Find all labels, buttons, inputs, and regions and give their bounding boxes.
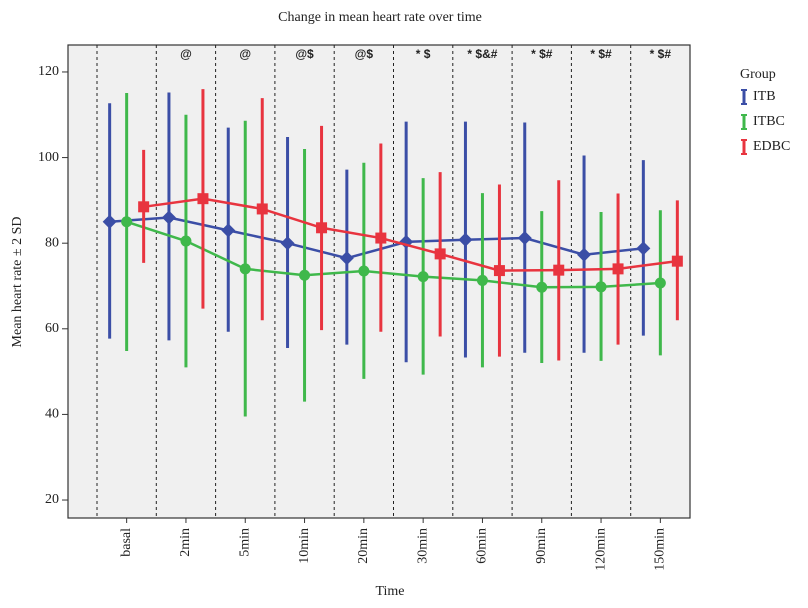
marker [280, 236, 295, 251]
marker [239, 263, 251, 275]
x-axis-title: Time [375, 584, 404, 599]
annotation: @ [239, 47, 251, 61]
legend-label: EDBC [753, 139, 790, 154]
annotation: @$ [295, 47, 314, 61]
legend-label: ITB [753, 89, 776, 104]
x-tick-label: 150min [653, 528, 668, 571]
marker [577, 247, 592, 262]
x-tick-label: 30min [415, 528, 430, 564]
marker [517, 231, 532, 246]
x-tick-label: basal [119, 528, 134, 557]
marker [375, 232, 387, 244]
series-line [143, 197, 678, 272]
y-axis-title: Mean heart rate ± 2 SD [10, 217, 25, 348]
x-tick-label: 120min [593, 528, 608, 571]
marker [121, 216, 133, 228]
annotation: * $ [416, 47, 431, 61]
annotation: @$ [355, 47, 374, 61]
x-tick-label: 5min [237, 528, 252, 557]
series-line [126, 220, 661, 289]
y-tick-label: 20 [45, 492, 59, 507]
marker [493, 265, 505, 277]
marker [636, 241, 651, 256]
annotation: * $&# [467, 47, 497, 61]
marker [458, 232, 473, 247]
y-tick-label: 120 [38, 64, 59, 79]
marker [138, 201, 150, 213]
y-tick-label: 60 [45, 321, 59, 336]
marker [316, 222, 328, 234]
marker [299, 269, 311, 281]
marker [434, 248, 446, 260]
y-tick-label: 80 [45, 235, 59, 250]
marker [553, 264, 565, 276]
marker [161, 210, 176, 225]
legend-label: ITBC [753, 114, 785, 129]
legend-title: Group [740, 67, 776, 82]
x-tick-label: 2min [178, 528, 193, 557]
marker [256, 203, 268, 215]
x-tick-label: 20min [356, 528, 371, 564]
annotation: * $# [531, 47, 553, 61]
chart-title: Change in mean heart rate over time [278, 10, 482, 25]
y-tick-label: 100 [38, 150, 59, 165]
marker [180, 235, 192, 247]
x-tick-label: 90min [534, 528, 549, 564]
annotation: @ [180, 47, 192, 61]
marker [197, 193, 209, 205]
series-line [109, 216, 644, 260]
plot-area [67, 44, 691, 519]
marker [654, 277, 666, 289]
x-tick-label: 60min [475, 528, 490, 564]
annotation: * $# [590, 47, 612, 61]
marker [417, 271, 429, 283]
marker [339, 251, 354, 266]
y-tick-label: 40 [45, 407, 59, 422]
marker [536, 281, 548, 293]
marker [595, 281, 607, 293]
marker [612, 263, 624, 275]
marker [221, 223, 236, 238]
marker [476, 274, 488, 286]
marker [358, 265, 370, 277]
marker [671, 255, 683, 267]
marker [102, 214, 117, 229]
annotation: * $# [650, 47, 672, 61]
x-tick-label: 10min [297, 528, 312, 564]
